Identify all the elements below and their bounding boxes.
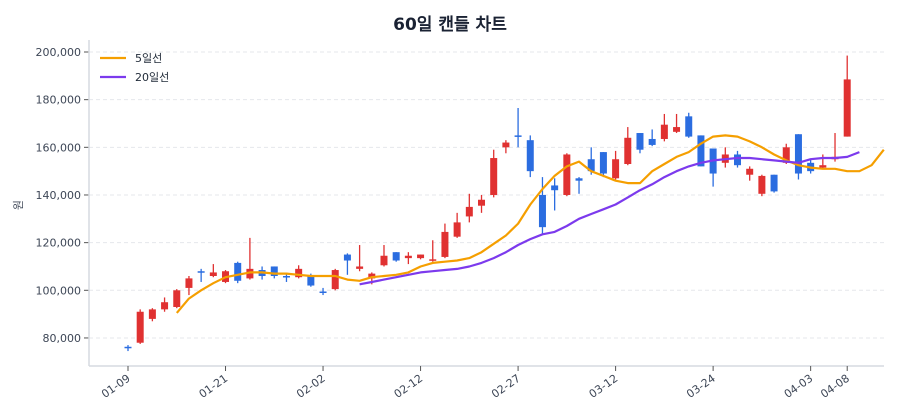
x-tick-label: 04-03: [782, 372, 816, 401]
legend-label: 20일선: [135, 70, 169, 84]
candle: [270, 266, 278, 279]
ma20-line: [359, 151, 860, 286]
candle: [234, 261, 242, 284]
x-tick-label: 01-21: [197, 372, 231, 401]
x-tick-label: 01-09: [99, 372, 133, 401]
candle: [453, 212, 461, 238]
candle: [417, 254, 425, 260]
candle: [551, 178, 559, 211]
y-tick-label: 200,000: [36, 46, 82, 59]
y-tick-label: 120,000: [36, 237, 82, 250]
candle: [136, 309, 144, 344]
candle: [685, 112, 693, 138]
candle: [331, 268, 339, 291]
x-tick-label: 03-24: [684, 372, 718, 401]
candles: [124, 55, 851, 352]
candle: [343, 253, 351, 275]
candle: [295, 265, 303, 279]
candle: [124, 345, 132, 352]
candle: [380, 245, 388, 267]
y-tick-label: 160,000: [36, 141, 82, 154]
ma5-line: [175, 134, 885, 314]
legend-item: 20일선: [100, 70, 169, 84]
candle: [794, 134, 802, 180]
candle: [746, 166, 754, 181]
candle: [636, 133, 644, 154]
candle: [465, 193, 473, 223]
candle: [441, 223, 449, 259]
candle: [624, 127, 632, 166]
y-tick-label: 180,000: [36, 94, 82, 107]
candle: [563, 153, 571, 197]
candle: [599, 152, 607, 178]
candle: [197, 268, 205, 282]
x-axis: 01-09 01-21 02-02 02-12 02-27 03-12 03-24 04-03…: [89, 365, 884, 401]
x-tick-label: 02-12: [392, 372, 426, 401]
candle: [612, 150, 620, 180]
y-tick-label: 140,000: [36, 189, 82, 202]
y-axis-label: 원: [12, 200, 25, 210]
candle: [514, 108, 522, 148]
candle: [404, 252, 412, 265]
y-axis: 80,000 100,000 120,000 140,000 160,000 180,00…: [36, 40, 90, 366]
candle: [148, 308, 156, 322]
candle: [356, 245, 364, 272]
candle: [648, 129, 656, 147]
candle: [758, 174, 766, 197]
x-tick-label: 03-12: [587, 372, 621, 401]
chart-title: 60일 캔들 차트: [393, 15, 507, 35]
candle: [575, 177, 583, 194]
candle: [526, 135, 534, 178]
candle: [673, 113, 681, 134]
candle: [173, 289, 181, 309]
legend: 5일선 20일선: [100, 51, 169, 84]
candle: [502, 140, 510, 154]
candle: [185, 276, 193, 296]
candle: [843, 55, 851, 137]
candle: [819, 154, 827, 169]
candle: [709, 148, 717, 187]
x-tick-label: 04-08: [818, 372, 852, 401]
candle: [770, 174, 778, 193]
candle: [319, 287, 327, 296]
candle: [734, 150, 741, 168]
y-tick-label: 100,000: [36, 284, 82, 297]
legend-item: 5일선: [100, 51, 162, 65]
candle: [392, 252, 400, 262]
candle: [538, 177, 546, 235]
candle: [282, 273, 290, 282]
x-tick-label: 02-27: [489, 372, 523, 401]
legend-label: 5일선: [135, 51, 162, 65]
y-tick-label: 80,000: [43, 332, 82, 345]
candle: [721, 147, 729, 168]
candle: [490, 149, 498, 198]
candle: [478, 194, 486, 213]
candle: [429, 240, 437, 262]
moving-average-lines: [175, 134, 885, 314]
candle: [660, 113, 668, 142]
candle: [697, 135, 705, 167]
candle: [161, 297, 169, 312]
x-tick-label: 02-02: [294, 372, 328, 401]
candle: [209, 264, 217, 278]
grid-lines: [89, 51, 884, 339]
